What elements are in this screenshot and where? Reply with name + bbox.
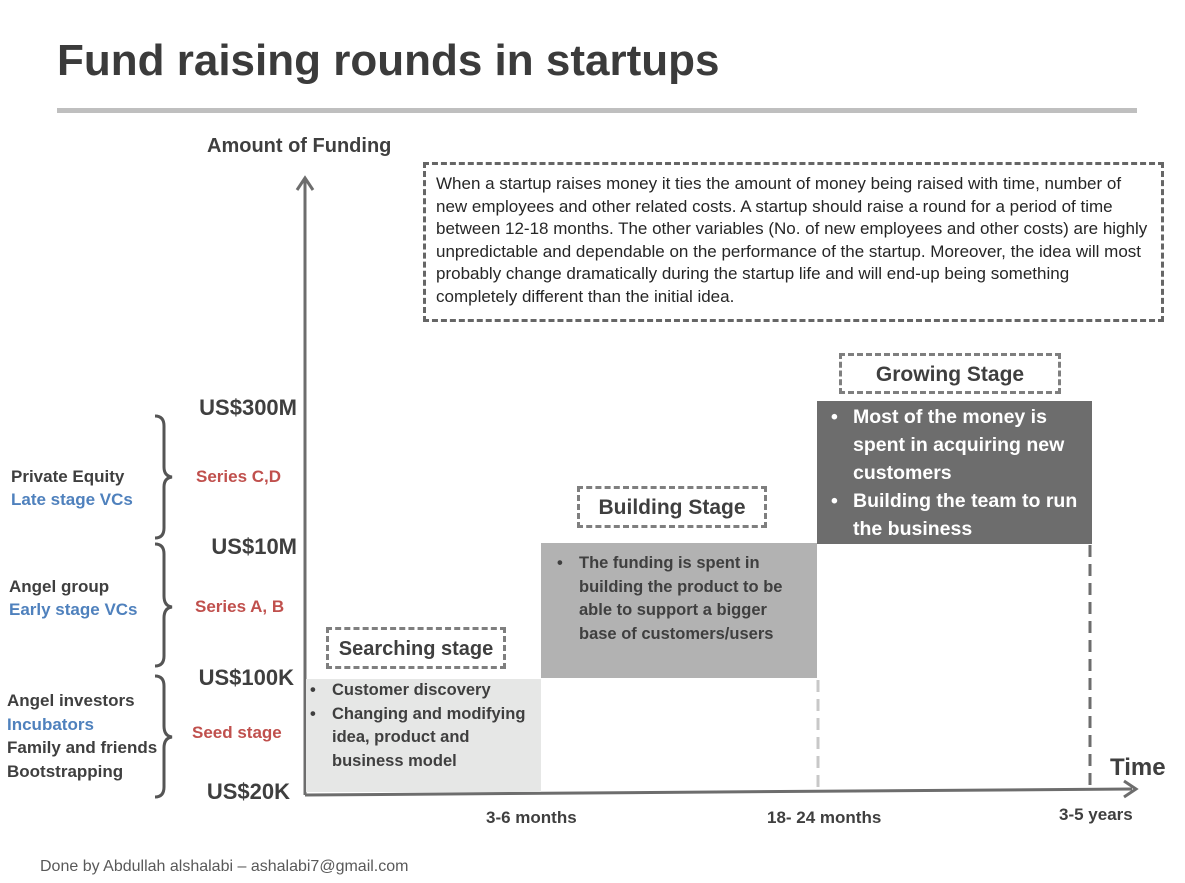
- funding-level-20k: US$20K: [206, 779, 290, 804]
- explanation-note: When a startup raises money it ties the …: [423, 162, 1164, 322]
- y-axis-label: Amount of Funding: [207, 135, 392, 157]
- investor-bootstrapping: Bootstrapping: [7, 761, 124, 781]
- funding-level-10m: US$10M: [211, 534, 297, 559]
- growing-stage-block: Most of the money is spent in acquiring …: [817, 401, 1092, 544]
- bracket-seed-stage: [154, 674, 173, 799]
- investor-group-seed: Angel investors Incubators Family and fr…: [7, 689, 157, 783]
- series-label-seed: Seed stage: [192, 723, 282, 742]
- x-axis-arrow: [1123, 779, 1139, 799]
- investor-incubators: Incubators: [7, 714, 94, 734]
- searching-stage-label: Searching stage: [326, 627, 506, 669]
- footer-credit: Done by Abdullah alshalabi – ashalabi7@g…: [40, 858, 409, 875]
- building-stage-label: Building Stage: [577, 486, 767, 528]
- investor-group-early: Angel group Early stage VCs: [9, 575, 138, 621]
- investor-late-stage-vcs: Late stage VCs: [11, 490, 133, 509]
- investor-private-equity: Private Equity: [11, 467, 125, 486]
- y-axis-arrow: [295, 175, 315, 191]
- x-axis-label: Time: [1110, 754, 1166, 781]
- building-stage-block: The funding is spent in building the pro…: [541, 543, 817, 678]
- time-tick-3-6-months: 3-6 months: [486, 808, 577, 827]
- time-tick-3-5-years: 3-5 years: [1059, 805, 1133, 824]
- searching-stage-block: Customer discovery Changing and modifyin…: [306, 679, 541, 792]
- building-bullet: The funding is spent in building the pro…: [541, 552, 817, 646]
- investor-angel-investors: Angel investors: [7, 691, 135, 710]
- growing-bullet: Most of the money is spent in acquiring …: [817, 403, 1092, 487]
- investor-angel-group: Angel group: [9, 577, 110, 596]
- investor-family-friends: Family and friends: [7, 738, 158, 757]
- funding-level-300m: US$300M: [199, 395, 297, 420]
- bracket-late-stage: [154, 414, 173, 540]
- page-title: Fund raising rounds in startups: [57, 36, 720, 85]
- bracket-early-stage: [154, 542, 173, 668]
- title-divider: [57, 108, 1137, 113]
- funding-level-100k: US$100K: [198, 665, 294, 690]
- investor-group-late: Private Equity Late stage VCs: [11, 465, 133, 511]
- searching-bullet: Customer discovery: [306, 679, 541, 703]
- series-label-a-b: Series A, B: [195, 597, 285, 616]
- growing-bullet: Building the team to run the business: [817, 487, 1092, 543]
- time-tick-18-24-months: 18- 24 months: [767, 808, 882, 827]
- searching-bullet: Changing and modifying idea, product and…: [306, 703, 541, 774]
- growing-stage-label: Growing Stage: [839, 353, 1061, 394]
- investor-early-stage-vcs: Early stage VCs: [9, 600, 138, 619]
- x-axis-line: [304, 787, 1133, 797]
- series-label-c-d: Series C,D: [196, 467, 282, 486]
